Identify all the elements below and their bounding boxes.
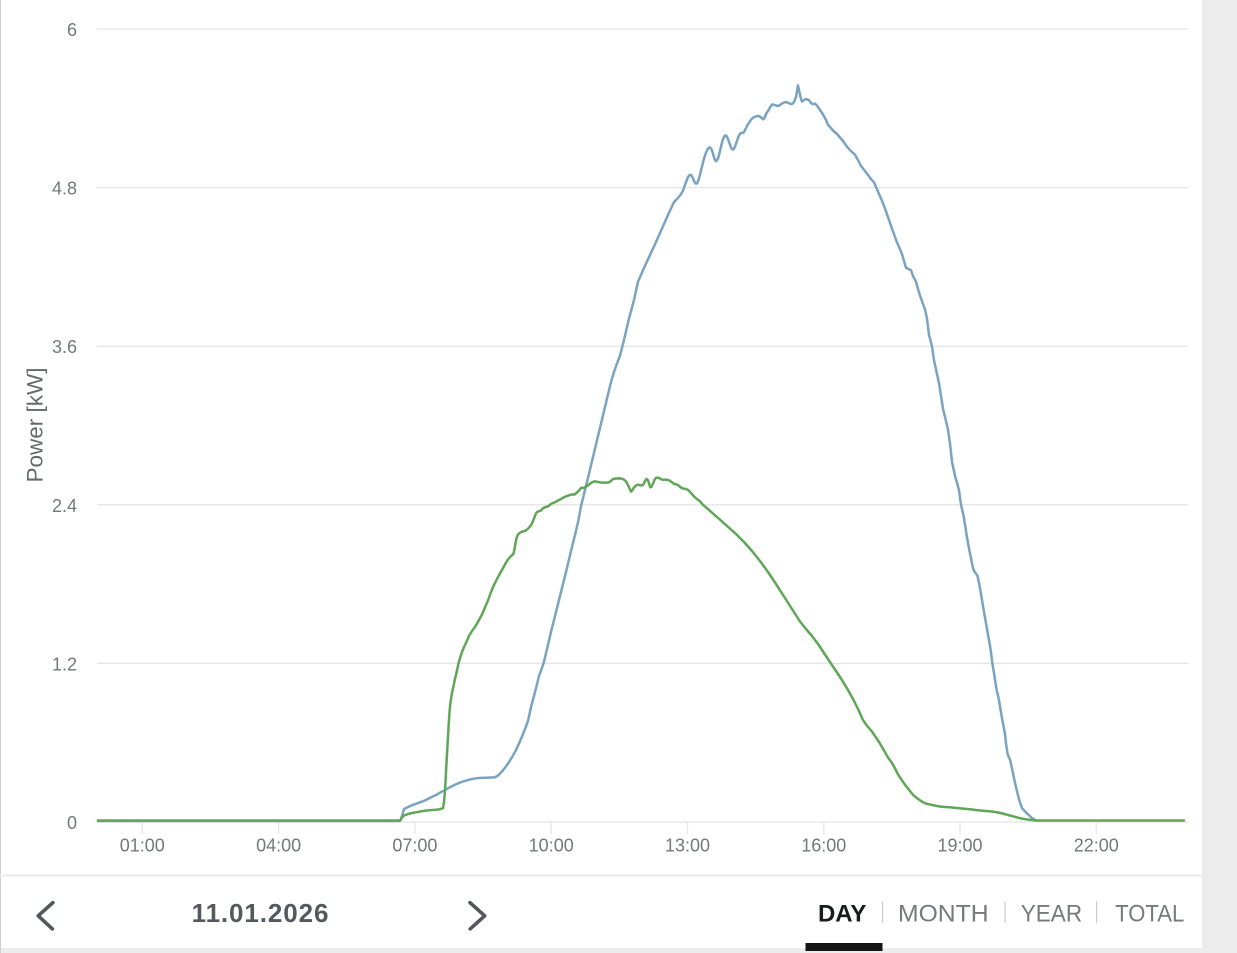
svg-text:07:00: 07:00: [392, 836, 437, 856]
svg-text:Power [kW]: Power [kW]: [23, 367, 48, 482]
svg-text:11.01.2026: 11.01.2026: [192, 898, 330, 928]
svg-text:YEAR: YEAR: [1021, 900, 1082, 927]
svg-text:3.6: 3.6: [52, 337, 77, 357]
svg-text:16:00: 16:00: [801, 836, 846, 856]
svg-text:TOTAL: TOTAL: [1115, 900, 1184, 927]
svg-text:MONTH: MONTH: [898, 901, 989, 928]
svg-text:6: 6: [67, 20, 77, 40]
svg-text:01:00: 01:00: [120, 836, 165, 856]
svg-text:1.2: 1.2: [52, 654, 77, 674]
svg-text:22:00: 22:00: [1074, 836, 1119, 856]
svg-text:4.8: 4.8: [52, 179, 77, 199]
svg-text:0: 0: [67, 813, 77, 833]
svg-text:04:00: 04:00: [256, 836, 301, 856]
svg-text:DAY: DAY: [818, 901, 866, 928]
svg-text:2.4: 2.4: [52, 496, 77, 516]
svg-text:19:00: 19:00: [937, 836, 982, 856]
svg-text:13:00: 13:00: [665, 836, 710, 856]
svg-text:10:00: 10:00: [529, 836, 574, 856]
